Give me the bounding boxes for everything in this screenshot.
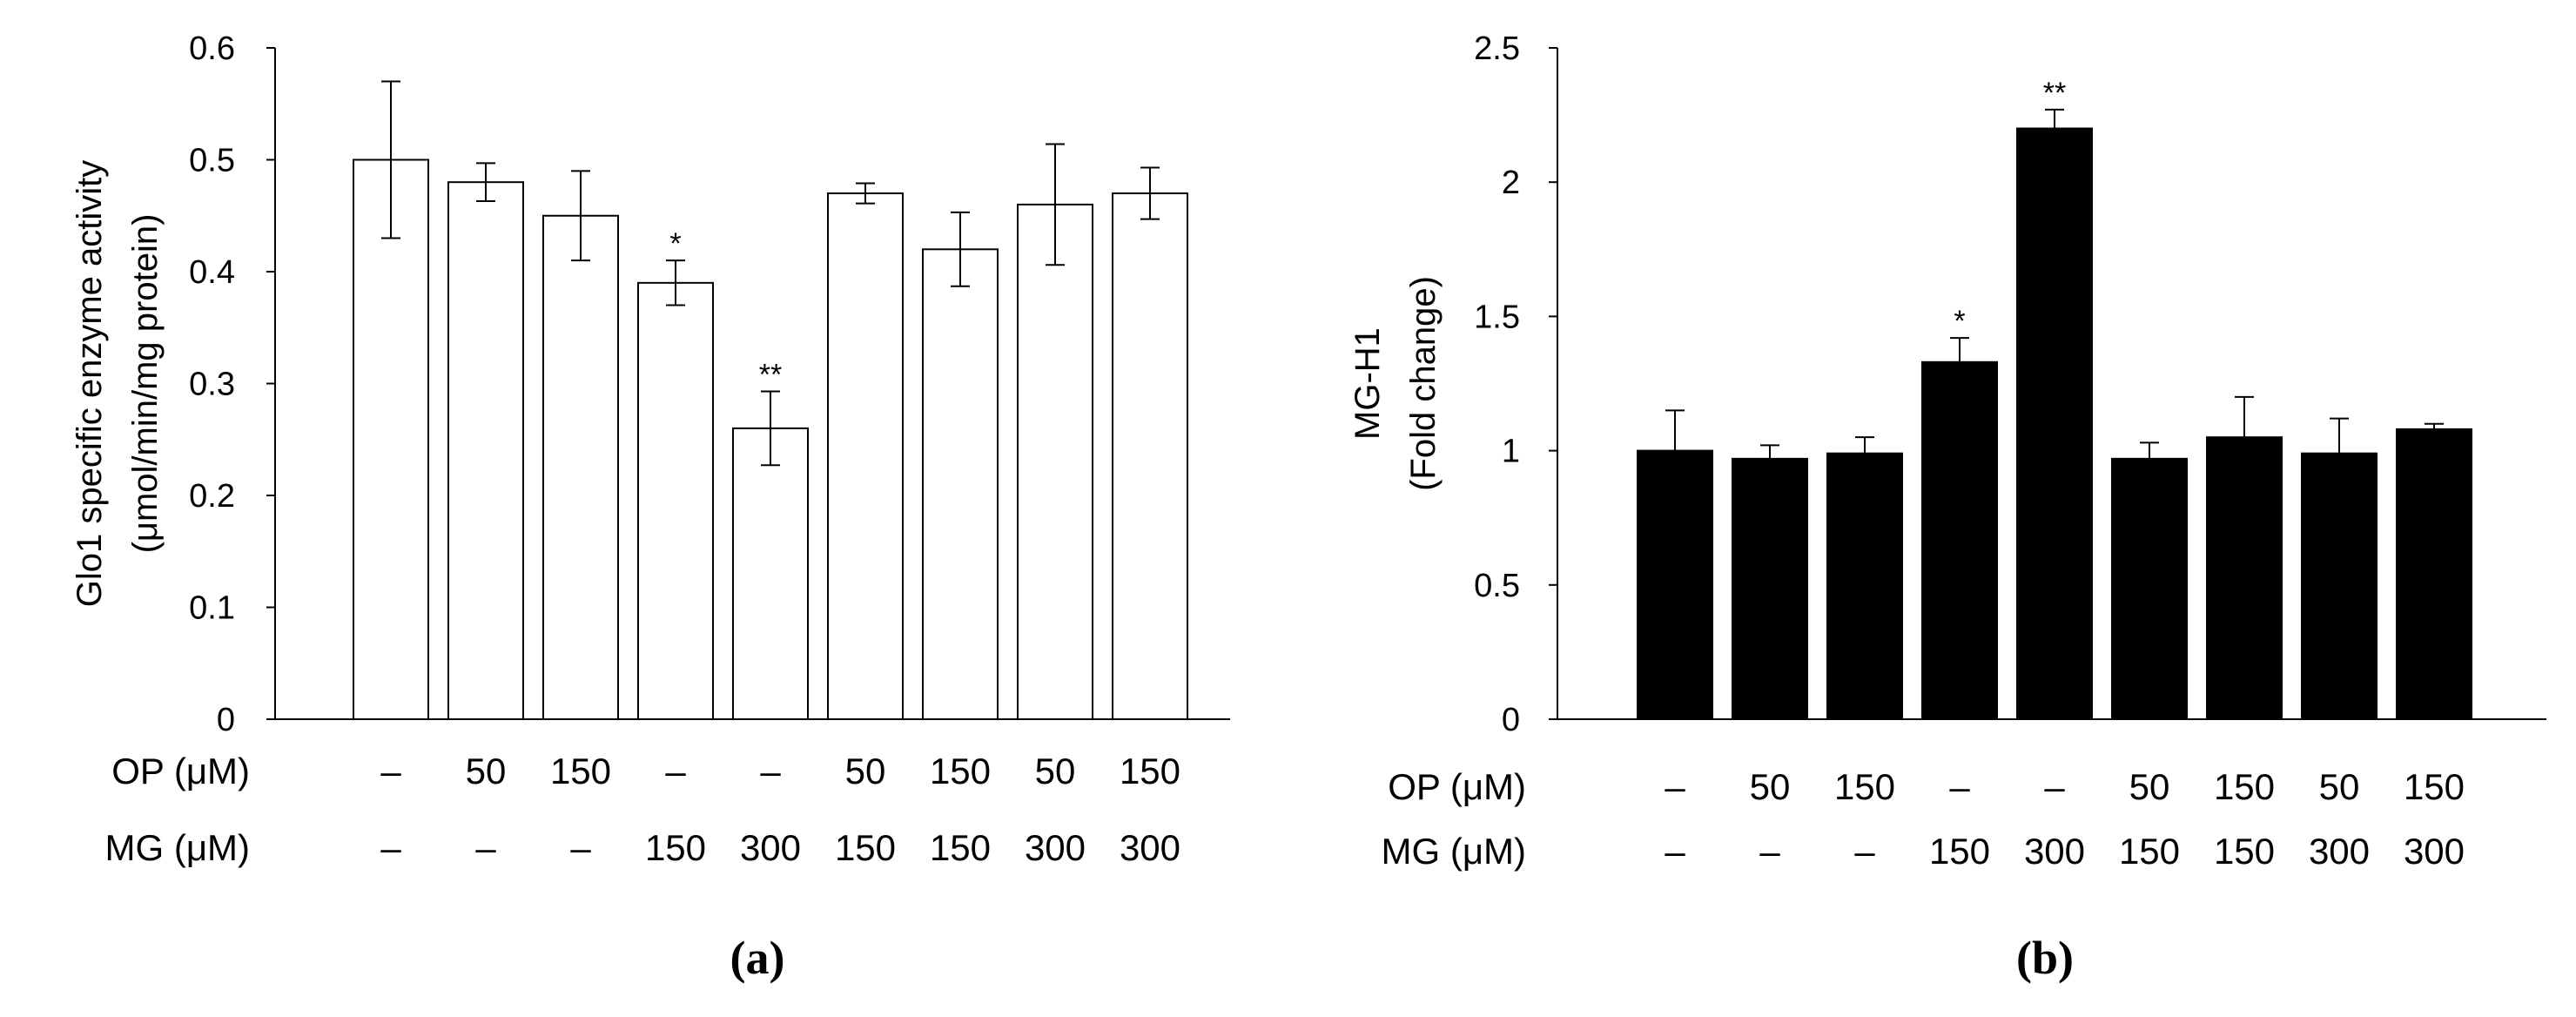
condition-value: 150 bbox=[1120, 751, 1180, 791]
condition-value: 150 bbox=[2214, 766, 2275, 807]
condition-value: – bbox=[1665, 831, 1685, 872]
panel-label: (b) bbox=[2016, 932, 2074, 984]
condition-value: 50 bbox=[845, 751, 886, 791]
bar bbox=[1921, 360, 1998, 720]
y-axis-label: (μmol/min/mg protein) bbox=[126, 214, 165, 554]
bar bbox=[1637, 449, 1713, 720]
bar bbox=[2111, 457, 2188, 720]
condition-value: – bbox=[1854, 831, 1875, 872]
condition-value: 150 bbox=[2119, 831, 2180, 872]
condition-value: 150 bbox=[2214, 831, 2275, 872]
significance-marker: * bbox=[1954, 305, 1965, 338]
condition-row-label: MG (μM) bbox=[1382, 831, 1526, 872]
y-tick-label: 2 bbox=[1502, 165, 1520, 201]
y-tick-label: 0 bbox=[1502, 702, 1520, 738]
condition-row-label: OP (μM) bbox=[1388, 766, 1526, 807]
y-tick-label: 0.2 bbox=[189, 478, 235, 515]
significance-marker: * bbox=[669, 227, 681, 260]
bar bbox=[827, 192, 904, 721]
bar bbox=[447, 181, 524, 720]
chart-panel-a: 0 0.1 0.2 0.3 0.4 0.5 0.6 Glo1 specific enzyme … bbox=[71, 30, 1230, 984]
significance-marker: ** bbox=[759, 358, 782, 391]
condition-value: 300 bbox=[2024, 831, 2085, 872]
condition-value: 50 bbox=[2129, 766, 2170, 807]
bar bbox=[637, 281, 714, 720]
y-tick-label: 0.1 bbox=[189, 590, 235, 627]
condition-value: 150 bbox=[550, 751, 611, 791]
condition-row-label: OP (μM) bbox=[111, 751, 250, 791]
chart-panel-b: 00.511.522.5MG-H1 (Fold change) ***OP (μM)… bbox=[1349, 30, 2546, 984]
y-axis-label: MG-H1 bbox=[1349, 327, 1387, 440]
condition-value: – bbox=[380, 827, 401, 868]
panel-label: (a) bbox=[730, 932, 785, 984]
condition-value: – bbox=[760, 751, 781, 791]
bar bbox=[2301, 452, 2378, 721]
condition-value: 150 bbox=[2404, 766, 2465, 807]
bar bbox=[1112, 192, 1188, 721]
condition-value: 150 bbox=[1929, 831, 1990, 872]
y-tick-label: 0.4 bbox=[189, 254, 235, 291]
y-tick-label: 0 bbox=[217, 702, 235, 738]
condition-value: 150 bbox=[645, 827, 706, 868]
bar bbox=[542, 214, 619, 720]
y-axis-label: Glo1 specific enzyme activity bbox=[71, 160, 109, 608]
condition-value: 150 bbox=[930, 827, 991, 868]
condition-value: 150 bbox=[1834, 766, 1895, 807]
condition-value: – bbox=[475, 827, 496, 868]
bar bbox=[353, 158, 429, 720]
condition-value: – bbox=[1759, 831, 1780, 872]
significance-marker: ** bbox=[2043, 77, 2066, 110]
condition-value: 300 bbox=[2404, 831, 2465, 872]
y-tick-label: 0.6 bbox=[189, 30, 235, 67]
condition-value: – bbox=[380, 751, 401, 791]
y-tick-label: 0.5 bbox=[189, 143, 235, 179]
condition-value: – bbox=[2044, 766, 2065, 807]
bar bbox=[1732, 457, 1808, 720]
y-tick-label: 2.5 bbox=[1474, 30, 1520, 67]
condition-value: 300 bbox=[740, 827, 801, 868]
condition-value: – bbox=[1949, 766, 1970, 807]
condition-value: – bbox=[665, 751, 686, 791]
condition-value: – bbox=[570, 827, 591, 868]
y-tick-label: 1 bbox=[1502, 434, 1520, 470]
y-tick-label: 0.5 bbox=[1474, 568, 1520, 604]
y-axis-label: (Fold change) bbox=[1404, 276, 1443, 491]
condition-row-label: MG (μM) bbox=[105, 827, 250, 868]
bar bbox=[922, 248, 999, 720]
condition-value: 150 bbox=[930, 751, 991, 791]
condition-value: 300 bbox=[1025, 827, 1086, 868]
condition-value: 50 bbox=[466, 751, 507, 791]
bar bbox=[1017, 203, 1093, 720]
condition-value: 50 bbox=[1035, 751, 1076, 791]
condition-value: 50 bbox=[1750, 766, 1791, 807]
condition-value: 50 bbox=[2319, 766, 2360, 807]
bar bbox=[2396, 428, 2472, 720]
condition-value: 300 bbox=[1120, 827, 1180, 868]
condition-value: 150 bbox=[835, 827, 896, 868]
bar bbox=[2016, 127, 2093, 720]
condition-value: – bbox=[1665, 766, 1685, 807]
bar bbox=[2206, 436, 2283, 720]
bar bbox=[1826, 452, 1903, 721]
y-tick-label: 1.5 bbox=[1474, 299, 1520, 335]
condition-value: 300 bbox=[2309, 831, 2370, 872]
y-tick-label: 0.3 bbox=[189, 367, 235, 403]
bar bbox=[732, 427, 809, 720]
